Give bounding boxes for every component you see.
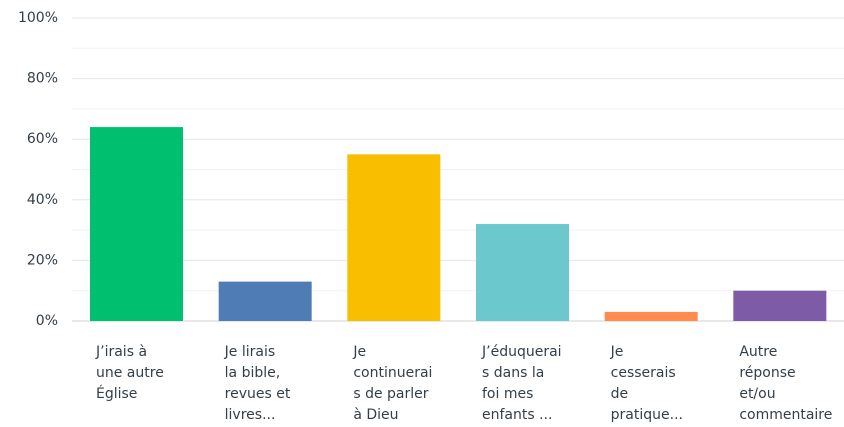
x-tick-label: enfants ...	[482, 407, 552, 423]
x-tick-label: s dans la	[482, 365, 544, 381]
x-tick-label: Je	[610, 344, 624, 360]
x-tick-label: s de parler	[353, 386, 428, 402]
x-tick-label: la bible,	[225, 365, 281, 381]
x-tick-label: cesserais	[611, 365, 676, 381]
x-tick-label: revues et	[225, 386, 291, 402]
bar	[733, 290, 827, 321]
x-tick-label: Je	[352, 344, 366, 360]
y-tick-label: 20%	[27, 252, 58, 268]
x-tick-label: livres...	[225, 407, 276, 423]
bar	[604, 311, 698, 321]
x-tick-label: commentaire	[739, 407, 832, 423]
bar	[347, 154, 441, 321]
x-tick-label: à Dieu	[353, 407, 398, 423]
bar	[218, 281, 312, 321]
bar	[476, 224, 569, 321]
y-tick-label: 80%	[27, 71, 58, 87]
y-tick-label: 0%	[36, 313, 58, 329]
x-tick-label: réponse	[739, 365, 795, 381]
x-tick-label: et/ou	[739, 386, 775, 402]
y-tick-label: 60%	[27, 131, 58, 147]
x-tick-label: pratique...	[611, 407, 683, 423]
y-tick-label: 100%	[18, 10, 58, 26]
x-tick-label: foi mes	[482, 386, 533, 402]
x-tick-label: J’irais à	[95, 344, 147, 360]
x-tick-label: J’éduquerai	[481, 344, 562, 360]
x-tick-label: Église	[96, 385, 137, 402]
x-tick-label: continuerai	[353, 365, 432, 381]
x-tick-label: Autre	[739, 344, 777, 360]
bar	[90, 127, 183, 321]
y-tick-label: 40%	[27, 192, 58, 208]
x-tick-label: de	[611, 386, 629, 402]
x-tick-label: une autre	[96, 365, 164, 381]
x-tick-label: Je lirais	[224, 344, 276, 360]
